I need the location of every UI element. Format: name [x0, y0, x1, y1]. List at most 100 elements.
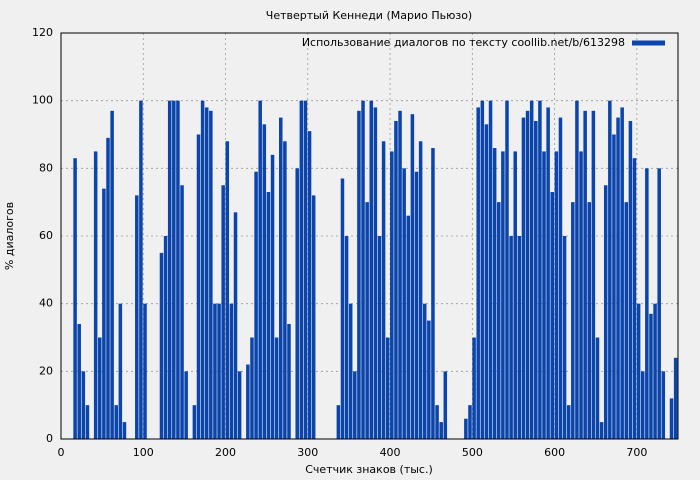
bar: [661, 371, 666, 439]
bar: [546, 107, 550, 439]
bar: [225, 141, 230, 439]
bar: [653, 303, 657, 439]
bar: [287, 323, 291, 439]
bar: [575, 100, 579, 440]
bar: [135, 195, 139, 439]
bar: [583, 110, 587, 440]
bar: [480, 100, 485, 440]
bar: [361, 100, 365, 440]
bar: [303, 100, 308, 440]
bar: [365, 202, 369, 439]
y-axis-label: % диалогов: [3, 202, 16, 270]
bar: [344, 236, 349, 439]
x-tick-label: 200: [215, 446, 236, 459]
bar: [464, 418, 468, 439]
bar: [163, 236, 168, 439]
bar: [217, 303, 221, 439]
bar: [616, 117, 620, 439]
bar: [307, 131, 312, 439]
bar: [106, 137, 110, 439]
bar: [529, 100, 534, 440]
bar: [410, 114, 415, 439]
bar: [427, 320, 431, 439]
bar: [118, 303, 123, 439]
y-tick-label: 80: [39, 161, 53, 174]
y-tick-label: 40: [39, 297, 53, 310]
bar: [439, 422, 443, 439]
bar: [262, 124, 267, 439]
bar: [196, 134, 201, 439]
x-tick-label: 0: [58, 446, 65, 459]
bar: [299, 100, 304, 440]
bar: [468, 405, 472, 439]
bar: [283, 141, 287, 439]
bar: [110, 110, 114, 440]
bar: [628, 120, 633, 439]
bar: [624, 202, 629, 439]
bar: [406, 215, 411, 439]
bar: [608, 100, 612, 440]
bar: [184, 371, 188, 439]
bar: [209, 110, 213, 440]
bar: [591, 110, 596, 440]
bar: [348, 303, 353, 439]
bar: [673, 357, 678, 439]
bar: [254, 171, 258, 439]
bar: [492, 148, 497, 440]
bar: [143, 303, 147, 439]
bar: [221, 185, 225, 439]
y-tick-label: 100: [32, 94, 53, 107]
bar: [603, 185, 608, 439]
bar: [612, 134, 616, 439]
bar: [233, 212, 238, 439]
bar: [200, 100, 205, 440]
bar: [422, 303, 427, 439]
bar: [172, 100, 176, 440]
x-tick-label: 600: [544, 446, 565, 459]
bar: [558, 117, 563, 439]
bar: [93, 151, 98, 439]
bar: [311, 195, 316, 439]
bar: [381, 141, 386, 439]
x-tick-label: 500: [462, 446, 483, 459]
bar: [390, 151, 394, 439]
bar: [431, 148, 435, 440]
x-tick-label: 400: [380, 446, 401, 459]
x-tick-label: 300: [297, 446, 318, 459]
bar: [418, 141, 423, 439]
bar: [620, 107, 624, 439]
bar: [204, 107, 209, 439]
bar: [377, 236, 382, 439]
x-tick-label: 700: [626, 446, 647, 459]
bar: [550, 192, 554, 439]
bar: [274, 337, 279, 439]
x-axis-label: Счетчик знаков (тыс.): [305, 463, 433, 476]
bar: [167, 100, 172, 440]
bar: [385, 337, 390, 439]
bar: [340, 178, 345, 439]
bar: [645, 168, 649, 440]
bar: [258, 100, 262, 440]
bar: [599, 422, 604, 439]
bar: [237, 371, 242, 439]
bar: [122, 422, 127, 439]
bar: [525, 110, 530, 440]
bar: [414, 171, 419, 439]
bar: [102, 188, 106, 439]
bar: [472, 337, 476, 439]
bar: [77, 323, 81, 439]
bar: [98, 337, 102, 439]
bar: [521, 117, 526, 439]
plot-frame: [60, 32, 679, 440]
bar: [402, 168, 406, 440]
bar: [554, 151, 559, 439]
bar: [562, 236, 567, 439]
bar: [435, 405, 439, 439]
bar: [353, 371, 357, 439]
legend-label: Использование диалогов по тексту coollib…: [302, 36, 625, 49]
bar: [505, 100, 509, 440]
bar: [571, 202, 575, 439]
bar: [213, 303, 217, 439]
y-tick-label: 20: [39, 364, 53, 377]
